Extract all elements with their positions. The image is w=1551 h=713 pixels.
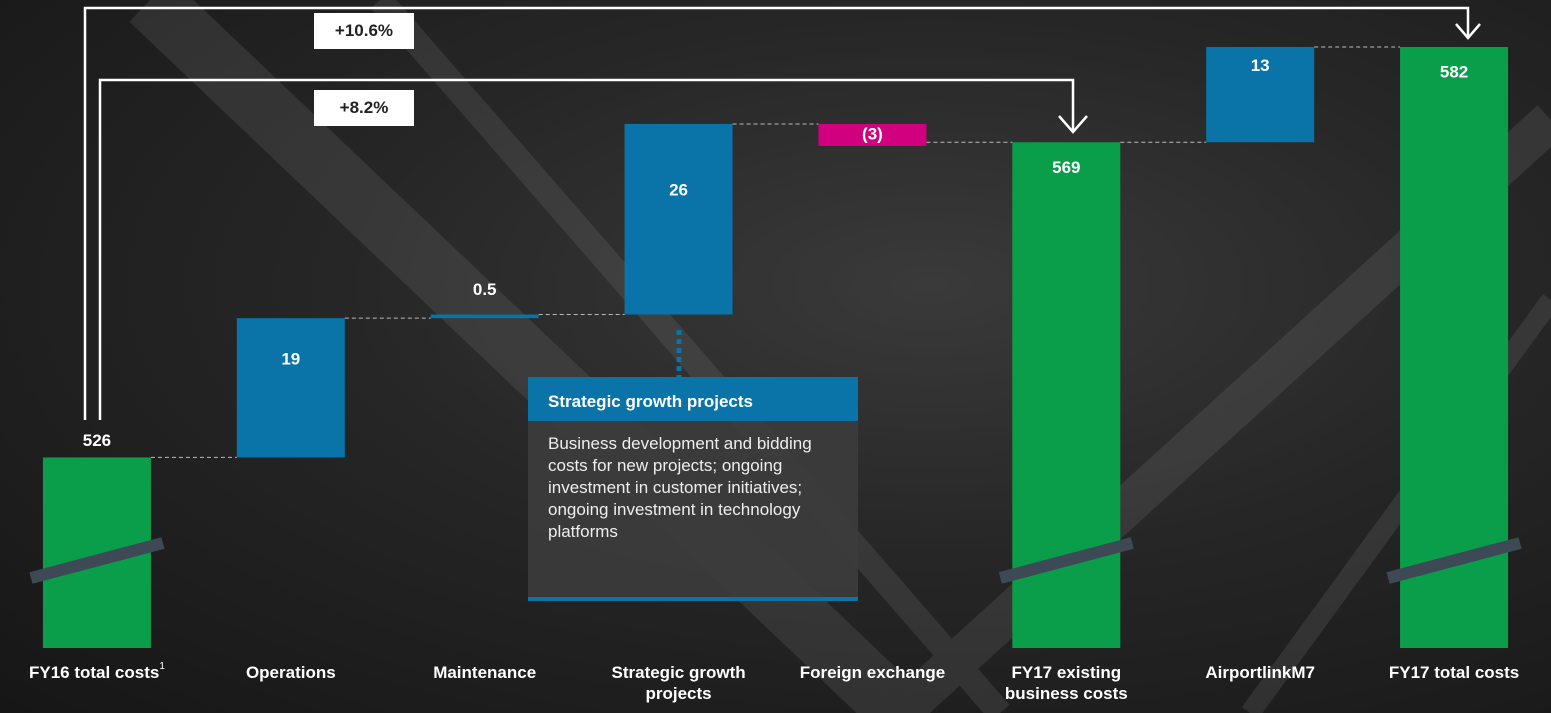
bar: [1206, 46, 1315, 143]
arrow-existing: [98, 78, 1075, 420]
x-tick-label: Foreign exchange: [777, 662, 967, 683]
growth-label: +8.2%: [314, 90, 414, 126]
category-text: Maintenance: [433, 663, 537, 682]
value-label: (3): [862, 124, 883, 143]
bar: [624, 123, 733, 315]
callout-text: Business development and bidding costs f…: [548, 434, 812, 541]
bar: [430, 314, 539, 319]
value-label: 19: [281, 349, 300, 368]
value-label: 0.5: [473, 280, 497, 299]
arrow-head-total: [1455, 23, 1481, 40]
x-tick-label: Strategic growth projects: [599, 662, 759, 704]
x-tick-label: FY17 existing business costs: [986, 662, 1146, 704]
value-label: 526: [83, 431, 111, 450]
value-label: 26: [669, 181, 688, 200]
category-text: Foreign exchange: [799, 663, 946, 682]
category-text: FY17 existing business costs: [1004, 663, 1128, 703]
category-text: AirportlinkM7: [1205, 663, 1315, 682]
axis-break: [1386, 537, 1522, 584]
category-text: FY17 total costs: [1388, 663, 1520, 682]
bar: [818, 123, 927, 146]
axis-break: [29, 537, 165, 584]
category-text: Strategic growth projects: [611, 663, 746, 703]
x-tick-label: FY17 total costs: [1359, 662, 1549, 683]
x-tick-label: Maintenance: [390, 662, 580, 683]
value-label: 582: [1440, 62, 1468, 81]
growth-label: +10.6%: [314, 13, 414, 49]
footnote-mark: 1: [159, 661, 165, 672]
x-tick-label: Operations: [196, 662, 386, 683]
callout-title: Strategic growth projects: [528, 377, 858, 421]
arrow-head-existing: [1058, 115, 1088, 134]
x-tick-label: FY16 total costs1: [2, 661, 192, 683]
category-text: Operations: [245, 663, 336, 682]
value-label: 13: [1251, 56, 1270, 75]
x-tick-label: AirportlinkM7: [1165, 662, 1355, 683]
value-label: 569: [1052, 158, 1080, 177]
bar: [236, 318, 345, 458]
axis-break: [998, 537, 1134, 584]
callout: Strategic growth projects Business devel…: [528, 377, 858, 601]
arrow-total: [83, 6, 1470, 420]
category-text: FY16 total costs: [28, 663, 160, 682]
